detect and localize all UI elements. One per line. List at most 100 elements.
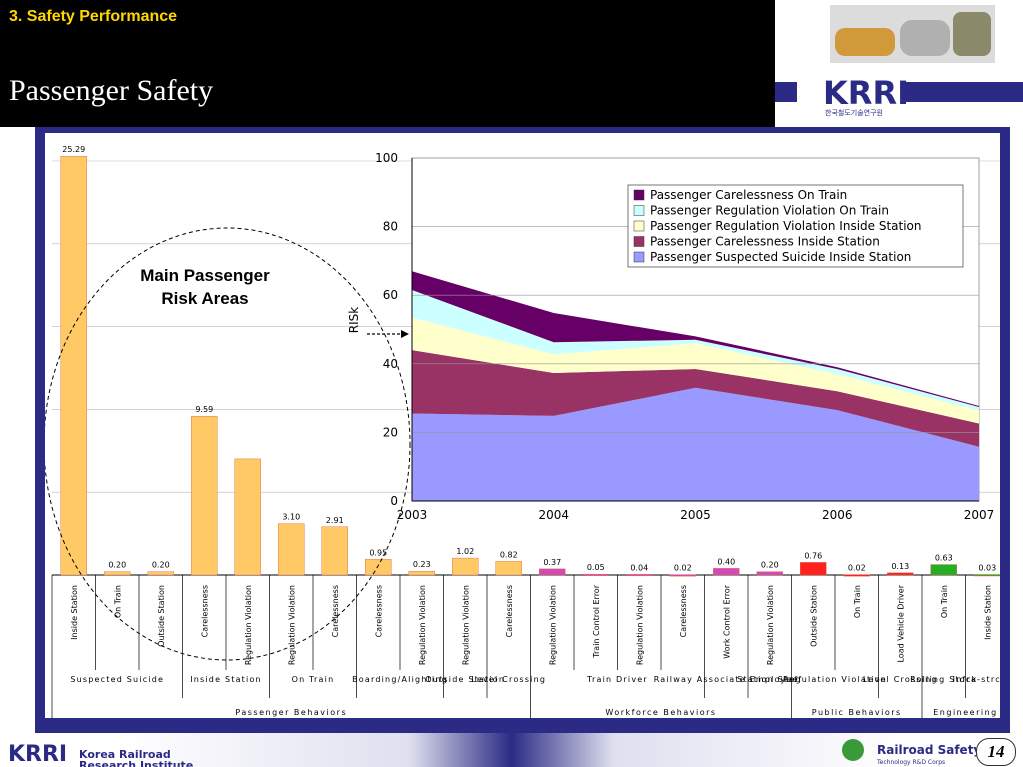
legend-swatch [633, 205, 645, 216]
bar-value-label: 0.20 [152, 561, 170, 570]
legend-label: Passenger Regulation Violation On Train [650, 204, 889, 218]
footer-org-line2: Research Institute [79, 759, 193, 767]
legend-swatch [633, 189, 645, 201]
bar-value-label: 9.59 [195, 405, 213, 414]
area-series [412, 387, 979, 501]
bar [539, 568, 566, 576]
bar-group-label: Regulation Violation [783, 675, 887, 684]
section-title: 3. Safety Performance [9, 8, 178, 25]
legend-label: Passenger Carelessness Inside Station [650, 235, 880, 249]
bar-value-label: 0.20 [108, 561, 126, 570]
area-series [412, 271, 979, 408]
bar [626, 574, 653, 577]
bar-group-label: Outside Station [425, 675, 505, 684]
bar-group-label: Station Staff [737, 675, 802, 684]
bar [452, 557, 479, 576]
krri-logo-subtext: 한국철도기술연구원 [825, 108, 883, 117]
bar-category-label: Regulation Violation [418, 585, 427, 665]
bar-value-label: 0.20 [761, 561, 779, 570]
bar-category-label: Regulation Violation [287, 585, 296, 665]
bar-category-label: Regulation Violation [244, 585, 253, 665]
bar [669, 574, 696, 577]
bar-value-label: 25.29 [62, 145, 85, 154]
bar-category-label: Inside Station [70, 585, 79, 640]
bar-group-label: Rolling Stock [910, 675, 977, 684]
bar-value-label: 0.82 [500, 550, 518, 559]
bar-category-label: Outside Station [809, 585, 818, 647]
bar-value-label: 0.37 [543, 558, 561, 567]
bar [887, 572, 914, 576]
area-ytick-label: 0 [390, 494, 398, 508]
railroad-safety-icon [842, 739, 864, 761]
bar-category-label: Outside Station [157, 585, 166, 647]
area-legend-box [627, 184, 964, 268]
bar-group-label: Level Crossing [863, 675, 938, 684]
bar [191, 415, 218, 576]
area-ytick-label: 80 [383, 220, 398, 234]
bar-group-label: Level Crossing [471, 675, 546, 684]
bar [408, 570, 435, 576]
area-xtick-label: 2005 [680, 508, 711, 522]
bar-group-label: Train Driver [586, 675, 648, 684]
bar-group-label: Railway Associate Employee [654, 675, 799, 684]
bar-group-label: Infra-strcture [953, 675, 1000, 684]
legend-swatch [633, 251, 645, 263]
bar [60, 155, 87, 576]
footer-brand: Railroad Safety [877, 743, 981, 757]
bar-value-label: 0.95 [369, 548, 387, 557]
bar [278, 523, 305, 576]
bar-category-label: Carelessness [679, 585, 688, 637]
bar-value-label: 0.40 [717, 557, 735, 566]
area-ytick-label: 20 [383, 425, 398, 439]
bar-category-label: Load Vehicle Driver [896, 584, 905, 662]
bar-value-label: 0.02 [848, 564, 866, 573]
area-ytick-label: 60 [383, 288, 398, 302]
area-y-axis-label: RISk [347, 307, 361, 333]
bar [147, 571, 174, 576]
bar-value-label: 2.91 [326, 516, 344, 525]
area-xtick-label: 2004 [538, 508, 569, 522]
bar [104, 571, 131, 576]
footer-brand-sub: Technology R&D Corps [876, 759, 945, 766]
bar [930, 564, 957, 576]
bar [365, 559, 392, 576]
annotation-line-2: Risk Areas [161, 289, 248, 308]
legend-label: Passenger Carelessness On Train [650, 188, 847, 202]
legend-swatch [633, 236, 645, 247]
bar [713, 568, 740, 576]
bar-value-label: 0.23 [413, 560, 431, 569]
bar-group-label: Boarding/Alighting [352, 675, 448, 684]
bar-value-label: 0.13 [891, 562, 909, 571]
legend-label: Passenger Regulation Violation Inside St… [650, 219, 922, 233]
bar [234, 458, 261, 576]
annotation-line-1: Main Passenger [140, 266, 270, 285]
annotation-arrowhead [401, 330, 409, 338]
bar-category-group-label: Workforce Behaviors [605, 708, 716, 717]
footer-logos: KRRI Korea Railroad Research Institute R… [8, 739, 981, 767]
bar-value-label: 0.76 [804, 551, 822, 560]
bar-category-label: Carelessness [200, 585, 209, 637]
bar-category-label: Work Control Error [722, 584, 731, 658]
bar-value-label: 0.05 [587, 563, 605, 572]
slide-title: Passenger Safety [9, 74, 214, 107]
bar-category-label: Train Control Error [592, 584, 601, 658]
risk-circle [43, 227, 411, 661]
krri-logo-text: KRRI [823, 74, 909, 112]
bar-category-label: Carelessness [374, 585, 383, 637]
bar-value-label: 0.63 [935, 554, 953, 563]
bar-category-group-label: Engineering [933, 708, 998, 717]
page-number: 14 [976, 738, 1016, 766]
area-ytick-label: 100 [375, 151, 398, 165]
bar-value-label: 0.02 [674, 564, 692, 573]
bar [843, 574, 870, 577]
bar-group-label: Inside Station [190, 675, 262, 684]
bar-group-label: On Train [292, 675, 335, 684]
footer-krri-logo: KRRI [8, 742, 67, 767]
area-xtick-label: 2006 [822, 508, 853, 522]
header-bar: 3. Safety Performance Passenger Safety [0, 0, 775, 127]
area-ytick-label: 40 [383, 357, 398, 371]
bar-category-label: On Train [853, 585, 862, 618]
bar-category-group-label: Public Behaviors [812, 708, 902, 717]
area-xtick-label: 2003 [397, 508, 428, 522]
